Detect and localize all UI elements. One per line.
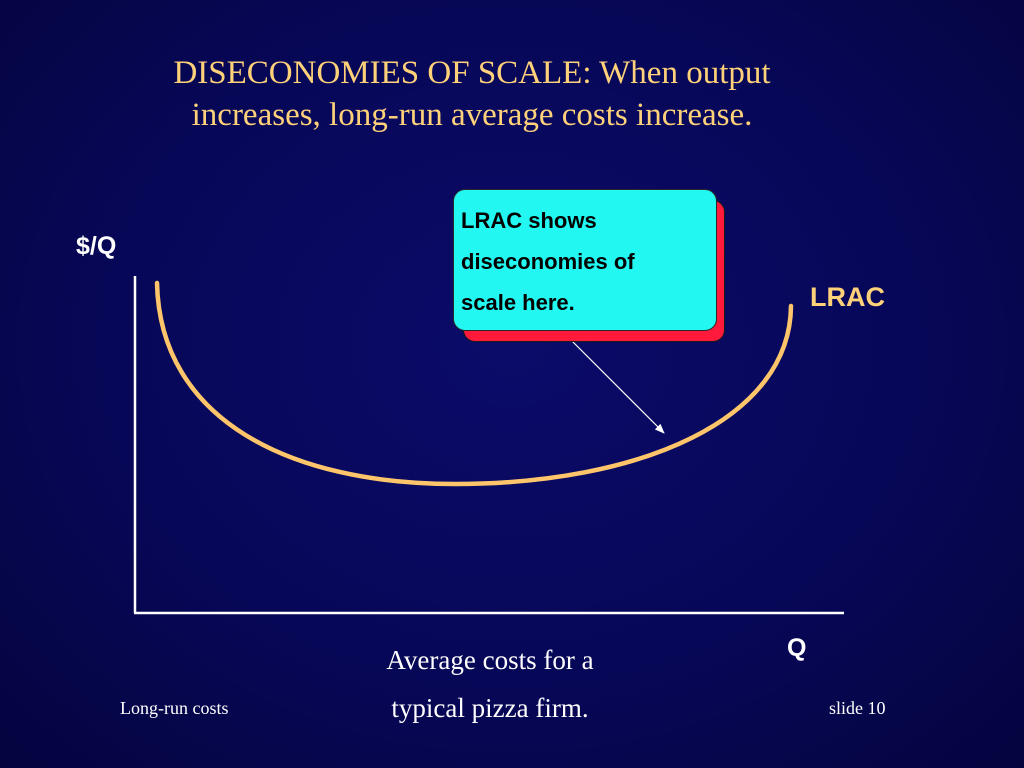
footer-left-text: Long-run costs bbox=[120, 698, 229, 718]
callout-line-3: scale here. bbox=[461, 290, 575, 315]
slide-title-line-1: DISECONOMIES OF SCALE: When output bbox=[173, 55, 771, 91]
lrac-curve bbox=[154, 280, 794, 487]
slide-title: DISECONOMIES OF SCALE: When output incre… bbox=[60, 52, 884, 136]
lrac-curve-label: LRAC bbox=[810, 282, 885, 312]
callout-line-1: LRAC shows bbox=[461, 208, 597, 233]
slide-number: slide 10 bbox=[829, 698, 886, 718]
callout-box: LRAC shows diseconomies of scale here. bbox=[453, 189, 717, 331]
caption-line-2: typical pizza firm. bbox=[391, 693, 589, 723]
callout-arrow bbox=[555, 324, 665, 434]
diagram-caption: Average costs for a typical pizza firm. bbox=[330, 636, 650, 732]
x-axis-label: Q bbox=[787, 634, 807, 662]
y-axis-label: $/Q bbox=[76, 232, 117, 260]
slide-title-line-2: increases, long-run average costs increa… bbox=[191, 97, 753, 133]
caption-line-1: Average costs for a bbox=[386, 645, 594, 675]
callout-line-2: diseconomies of bbox=[461, 249, 635, 274]
